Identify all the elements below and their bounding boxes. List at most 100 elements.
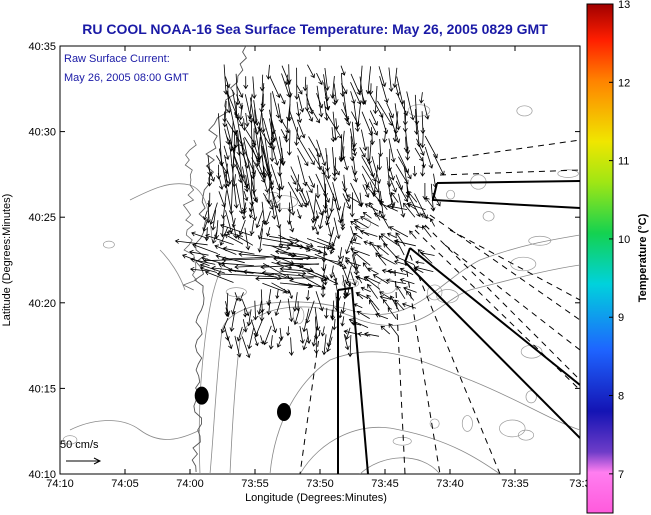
- current-vector: [362, 262, 370, 272]
- current-vector: [286, 103, 291, 122]
- current-vector: [407, 190, 418, 203]
- current-vector: [326, 336, 333, 353]
- current-vector: [375, 312, 389, 320]
- current-vector: [340, 301, 346, 314]
- x-tick-label: 74:10: [46, 478, 74, 490]
- current-vector: [218, 148, 239, 239]
- current-vector: [207, 173, 213, 187]
- current-vector: [357, 331, 371, 337]
- current-vector: [321, 334, 327, 356]
- current-vector: [359, 147, 366, 158]
- current-vector: [383, 243, 396, 257]
- current-vector: [262, 244, 291, 251]
- current-vector: [289, 191, 296, 216]
- current-vector: [329, 265, 335, 279]
- current-vector: [260, 112, 266, 133]
- colorbar-tick-label: 12: [618, 77, 630, 89]
- current-vector: [215, 254, 245, 264]
- current-vector: [316, 237, 335, 247]
- current-vector: [286, 64, 292, 84]
- radar-sector-dashed: [449, 229, 580, 301]
- current-vector: [251, 76, 257, 99]
- current-vector: [255, 209, 264, 229]
- current-vector: [350, 271, 357, 287]
- current-vector: [262, 146, 282, 229]
- current-vector: [348, 318, 369, 328]
- colorbar: [586, 3, 614, 514]
- current-vector: [386, 203, 408, 210]
- current-vector: [342, 193, 351, 210]
- current-vector: [421, 157, 426, 169]
- bathymetry-contour: [299, 427, 501, 474]
- current-vector: [296, 119, 306, 139]
- current-vector: [363, 276, 381, 290]
- current-vector: [280, 129, 287, 140]
- current-vector: [273, 256, 318, 262]
- current-vector: [260, 335, 265, 345]
- current-vector: [409, 230, 417, 239]
- current-vector: [293, 309, 300, 326]
- current-vector: [399, 278, 415, 285]
- current-vector: [419, 250, 435, 256]
- scale-label: 50 cm/s: [60, 439, 99, 451]
- y-tick-label: 40:15: [28, 383, 56, 395]
- current-vector: [369, 163, 376, 178]
- current-vector: [296, 84, 303, 95]
- current-vector: [255, 276, 314, 282]
- current-vector: [330, 127, 336, 143]
- x-tick-label: 73:3: [569, 478, 590, 490]
- current-vector: [423, 103, 430, 120]
- current-vector: [243, 76, 249, 90]
- current-vector: [345, 194, 360, 203]
- current-vector: [369, 202, 381, 221]
- current-vector: [216, 271, 277, 278]
- current-vector: [324, 307, 329, 319]
- current-vector: [295, 174, 301, 193]
- current-vector: [387, 268, 407, 275]
- current-vector: [406, 290, 415, 301]
- bathymetry-fragment: [62, 435, 78, 445]
- bathymetry-fragment: [446, 189, 456, 200]
- current-vector: [315, 199, 324, 216]
- current-vector: [417, 249, 433, 264]
- current-vector: [277, 183, 283, 200]
- current-vector: [248, 208, 253, 219]
- plot-area: [59, 45, 581, 475]
- current-vector: [394, 299, 405, 311]
- current-vector: [399, 267, 414, 276]
- current-vector: [340, 83, 348, 95]
- current-vector: [323, 101, 329, 122]
- current-vector: [375, 252, 387, 266]
- current-vector: [234, 335, 242, 358]
- current-vector: [406, 91, 415, 121]
- current-vector: [393, 120, 399, 135]
- current-vector: [241, 336, 251, 359]
- current-vector: [294, 67, 300, 100]
- current-vector: [302, 335, 309, 351]
- current-vectors: [174, 64, 445, 359]
- current-vector: [392, 67, 398, 89]
- current-vector: [395, 163, 409, 185]
- current-vector: [191, 231, 208, 239]
- current-vector: [284, 119, 290, 143]
- current-vector: [260, 263, 320, 270]
- bathymetry-contour: [198, 259, 226, 474]
- current-vector: [222, 111, 227, 123]
- bathymetry-fragment: [461, 415, 473, 432]
- current-vector: [334, 292, 340, 312]
- current-vector: [203, 258, 266, 264]
- current-vector: [332, 157, 338, 182]
- y-tick-label: 40:25: [28, 212, 56, 224]
- current-vector: [324, 154, 330, 172]
- current-vector: [388, 174, 397, 193]
- radar-sector-solid: [404, 247, 411, 263]
- current-vector: [224, 233, 244, 245]
- current-vector: [338, 309, 343, 319]
- current-vector: [296, 209, 302, 220]
- current-vector: [271, 91, 281, 119]
- current-vector: [394, 103, 401, 131]
- radar-sector-dashed: [439, 139, 580, 161]
- current-vector: [299, 192, 308, 208]
- x-tick-label: 73:50: [306, 478, 334, 490]
